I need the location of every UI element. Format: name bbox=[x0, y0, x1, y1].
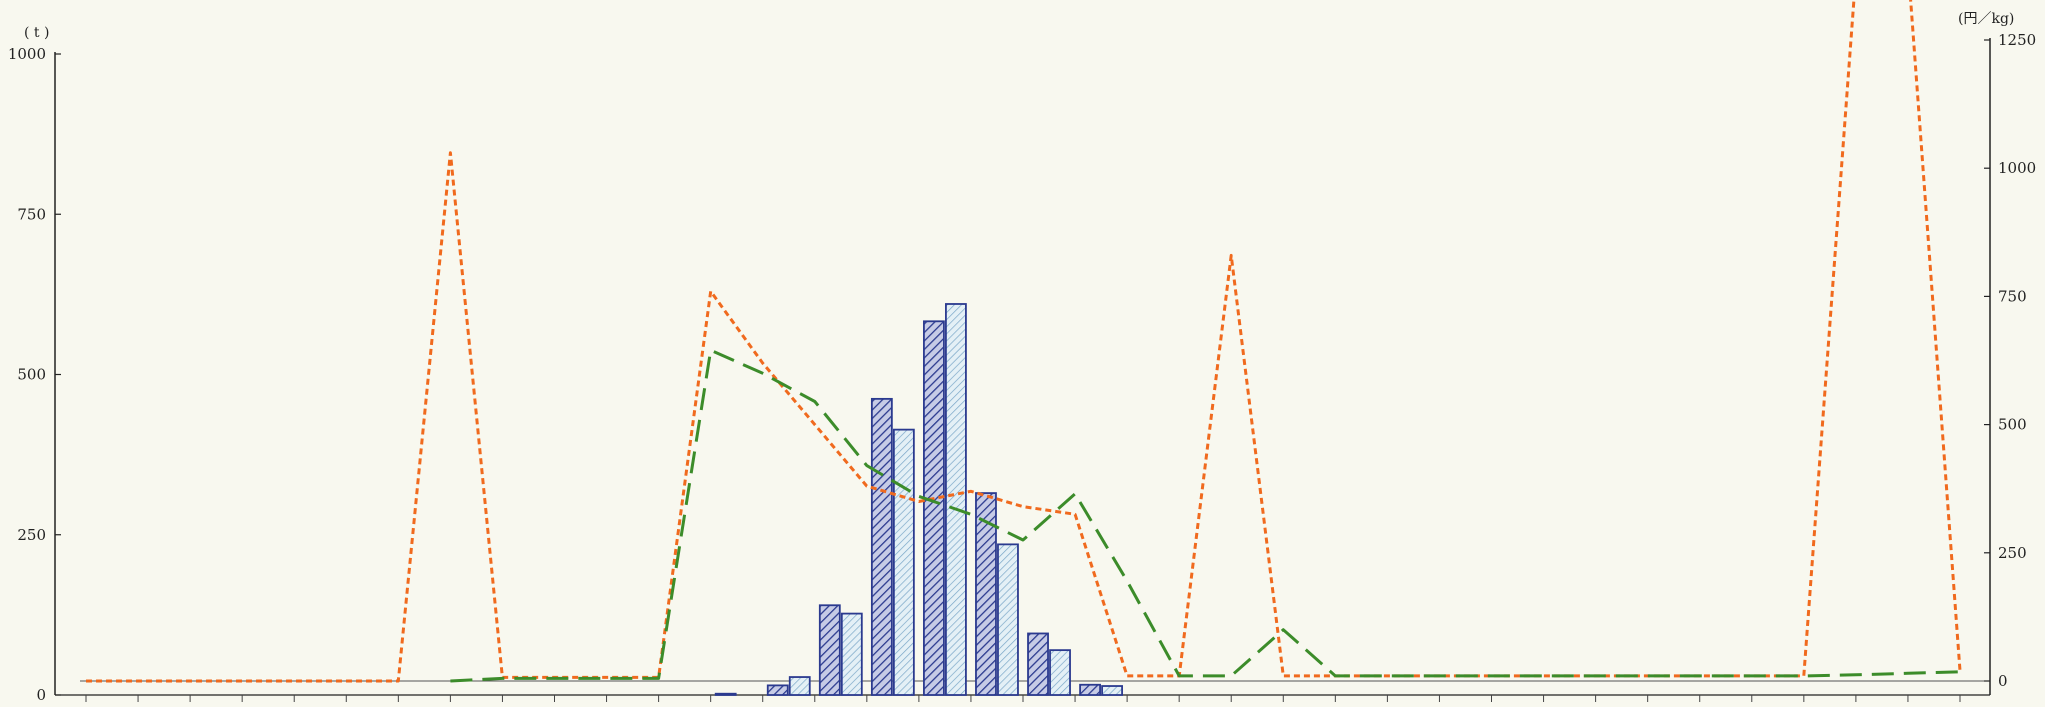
series-line bbox=[86, 0, 1962, 683]
bar bbox=[892, 428, 915, 696]
left-tick-label: 250 bbox=[17, 526, 46, 544]
bar-group bbox=[714, 303, 1123, 696]
bar bbox=[788, 676, 811, 696]
left-tick-label: 0 bbox=[36, 686, 46, 704]
right-tick-label: 1000 bbox=[1998, 159, 2036, 177]
right-tick-label: 1250 bbox=[1998, 31, 2036, 49]
bar bbox=[714, 692, 737, 696]
right-tick-label: 250 bbox=[1998, 544, 2027, 562]
left-tick-label: 500 bbox=[17, 366, 46, 384]
left-tick-label: 1000 bbox=[8, 45, 46, 63]
bar bbox=[818, 604, 841, 696]
bar bbox=[997, 543, 1019, 696]
bar bbox=[1079, 683, 1101, 696]
right-axis-unit: (円／kg) bbox=[1958, 11, 2014, 27]
bar bbox=[923, 320, 945, 696]
bar bbox=[975, 492, 997, 696]
bar bbox=[840, 612, 863, 696]
bar bbox=[766, 684, 789, 696]
series-line bbox=[450, 348, 1961, 683]
right-tick-label: 750 bbox=[1998, 287, 2027, 305]
bar bbox=[1027, 632, 1049, 696]
bar bbox=[1101, 685, 1123, 696]
bar bbox=[1049, 649, 1071, 696]
right-tick-label: 0 bbox=[1998, 672, 2008, 690]
left-axis-unit: ( t ) bbox=[24, 25, 49, 41]
right-tick-label: 500 bbox=[1998, 416, 2027, 434]
bar bbox=[870, 397, 893, 696]
line-group bbox=[86, 0, 1962, 683]
left-tick-label: 750 bbox=[17, 205, 46, 223]
axis-ticks: 0 250 500 750 1000 0 250 500 750 1000 1250 bbox=[8, 31, 2036, 704]
bar bbox=[945, 303, 967, 696]
